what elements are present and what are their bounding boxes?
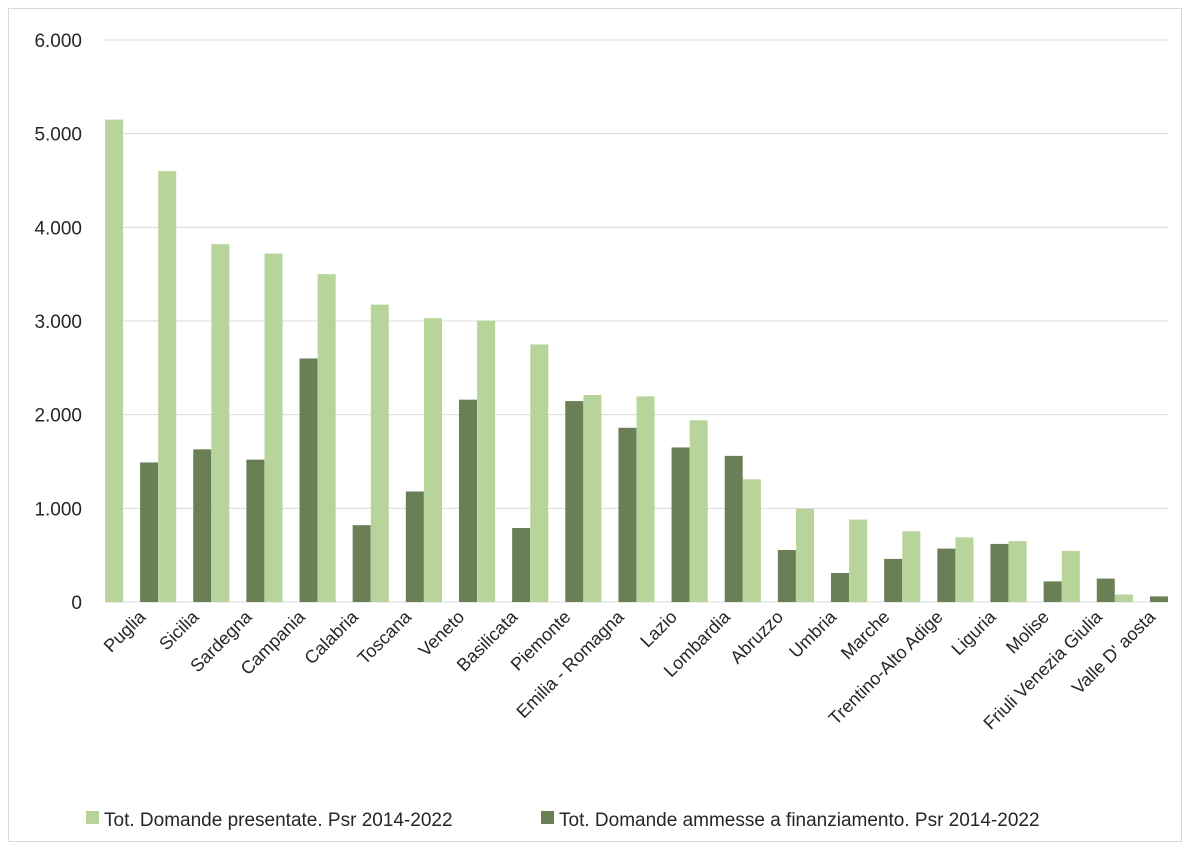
bar-presentate-11	[689, 420, 708, 602]
bar-ammesse-10	[671, 447, 690, 602]
bar-presentate-19	[1114, 594, 1133, 602]
grid-lines	[105, 39, 1168, 603]
bar-ammesse-17	[1043, 581, 1062, 602]
bar-presentate-15	[902, 531, 921, 602]
bar-presentate-2	[211, 244, 230, 602]
bar-presentate-3	[264, 253, 283, 602]
bar-ammesse-4	[352, 525, 371, 602]
bar-ammesse-0	[140, 462, 159, 602]
bar-ammesse-12	[777, 550, 796, 602]
y-tick-label: 4.000	[34, 218, 82, 239]
x-tick-label: Lazio	[636, 607, 681, 652]
legend-swatch-presentate	[86, 811, 99, 824]
bar-presentate-1	[158, 171, 177, 602]
legend-label-presentate: Tot. Domande presentate. Psr 2014-2022	[104, 810, 453, 831]
bar-ammesse-2	[246, 459, 265, 602]
bar-ammesse-8	[565, 401, 584, 602]
bar-ammesse-14	[884, 558, 903, 602]
y-tick-label: 1.000	[34, 499, 82, 520]
y-tick-label: 0	[71, 593, 82, 614]
x-tick-label: Calabria	[300, 606, 362, 668]
bar-ammesse-9	[618, 427, 637, 602]
bar-ammesse-7	[512, 528, 531, 602]
x-axis-labels: Puglia SiciliaSardegnaCampaniaCalabriaTos…	[100, 606, 1160, 733]
bar-ammesse-16	[990, 543, 1009, 602]
bar-presentate-4	[317, 274, 336, 602]
bar-ammesse-6	[458, 399, 477, 602]
bar-presentate-10	[636, 396, 655, 602]
bars	[105, 119, 1168, 602]
y-axis-labels: 0 1.000 2.000 3.000 4.000 5.000 6.000	[34, 31, 82, 614]
bar-presentate-14	[849, 519, 868, 602]
bar-presentate-16	[955, 537, 974, 602]
bar-presentate-17	[1008, 541, 1027, 602]
bar-ammesse-11	[724, 455, 743, 602]
x-tick-label: Puglia	[100, 606, 150, 656]
bar-ammesse-3	[299, 358, 318, 602]
bar-ammesse-1	[193, 449, 212, 602]
bar-ammesse-19	[1149, 596, 1168, 602]
legend-label-ammesse: Tot. Domande ammesse a finanziamento. Ps…	[559, 810, 1040, 831]
bar-ammesse-18	[1096, 578, 1115, 602]
bar-presentate-13	[796, 508, 815, 602]
y-tick-label: 6.000	[34, 31, 82, 52]
x-tick-label: Liguria	[947, 606, 1000, 659]
bar-presentate-8	[530, 344, 549, 602]
y-tick-label: 2.000	[34, 406, 82, 427]
bar-presentate-6	[423, 318, 442, 602]
bar-presentate-9	[583, 394, 602, 602]
bar-presentate-12	[742, 479, 761, 602]
y-tick-label: 5.000	[34, 125, 82, 146]
y-tick-label: 3.000	[34, 312, 82, 333]
x-tick-label: Abruzzo	[726, 607, 787, 668]
bar-ammesse-5	[405, 491, 424, 602]
x-tick-label: Toscana	[354, 606, 416, 668]
bar-ammesse-15	[937, 548, 956, 602]
bar-presentate-0	[105, 119, 124, 602]
legend: Tot. Domande presentate. Psr 2014-2022 T…	[86, 810, 1040, 831]
bar-presentate-7	[477, 320, 496, 602]
x-tick-label: Umbria	[785, 606, 841, 662]
bar-presentate-5	[370, 304, 389, 602]
x-tick-label: Sicilia	[155, 606, 203, 654]
x-tick-label: Molise	[1002, 607, 1053, 658]
legend-swatch-ammesse	[541, 811, 554, 824]
bar-presentate-18	[1061, 550, 1080, 602]
bar-ammesse-13	[831, 572, 850, 602]
